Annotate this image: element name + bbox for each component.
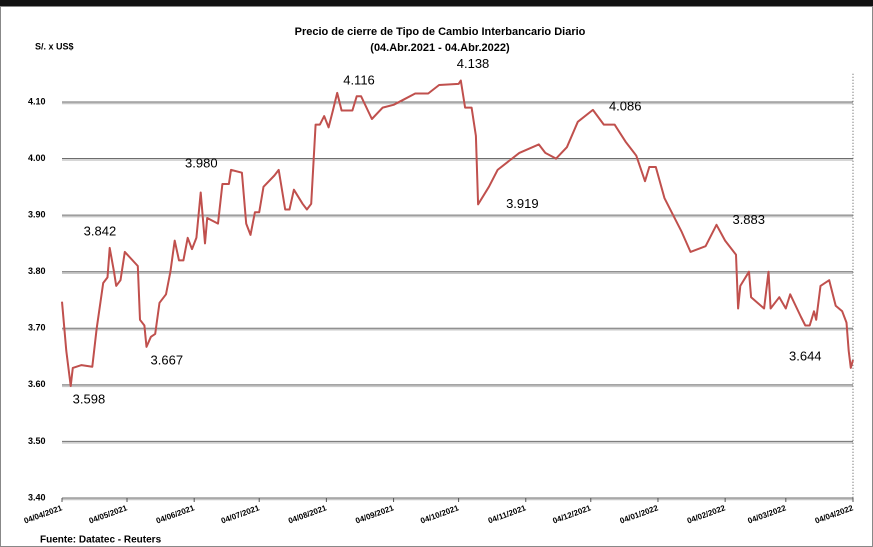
x-tick-label: 04/09/2021 — [354, 503, 395, 525]
y-tick-label: 3.60 — [28, 379, 46, 389]
y-tick-label: 3.90 — [28, 210, 46, 220]
data-label: 3.667 — [151, 352, 184, 367]
data-label: 3.644 — [789, 348, 822, 363]
y-tick-label: 4.10 — [28, 96, 46, 106]
x-tick-label: 04/06/2021 — [155, 503, 196, 525]
data-label: 4.116 — [343, 72, 375, 87]
chart-subtitle: (04.Abr.2021 - 04.Abr.2022) — [370, 42, 510, 54]
x-tick-label: 04/04/2021 — [23, 503, 64, 525]
x-tick-label: 04/07/2021 — [220, 503, 261, 525]
data-label: 4.138 — [457, 56, 490, 71]
x-tick-label: 04/10/2021 — [419, 503, 460, 525]
x-tick-label: 04/04/2022 — [814, 503, 855, 525]
source: Fuente: Datatec - Reuters — [40, 535, 162, 546]
y-tick-label: 3.40 — [28, 492, 46, 502]
chart-title: Precio de cierre de Tipo de Cambio Inter… — [295, 26, 586, 38]
x-tick-label: 04/02/2022 — [686, 503, 727, 525]
data-label: 3.842 — [84, 223, 117, 238]
price-line — [61, 79, 854, 387]
data-label: 3.883 — [732, 212, 765, 227]
x-tick-label: 04/12/2021 — [551, 503, 592, 525]
y-axis-label: S/. x US$ — [35, 41, 74, 51]
y-tick-label: 3.50 — [28, 436, 46, 446]
data-label: 3.598 — [73, 391, 106, 406]
x-tick-label: 04/05/2021 — [88, 503, 129, 525]
x-tick-label: 04/01/2022 — [619, 503, 660, 525]
top-bar — [0, 0, 873, 6]
x-tick-label: 04/11/2021 — [487, 503, 528, 525]
x-tick-label: 04/03/2022 — [747, 503, 788, 525]
y-tick-label: 3.80 — [28, 266, 46, 276]
x-tick-label: 04/08/2021 — [287, 503, 328, 525]
y-tick-label: 4.00 — [28, 153, 46, 163]
data-label: 4.086 — [609, 98, 642, 113]
data-label: 3.919 — [506, 196, 539, 211]
data-label: 3.980 — [185, 155, 218, 170]
y-tick-label: 3.70 — [28, 323, 46, 333]
